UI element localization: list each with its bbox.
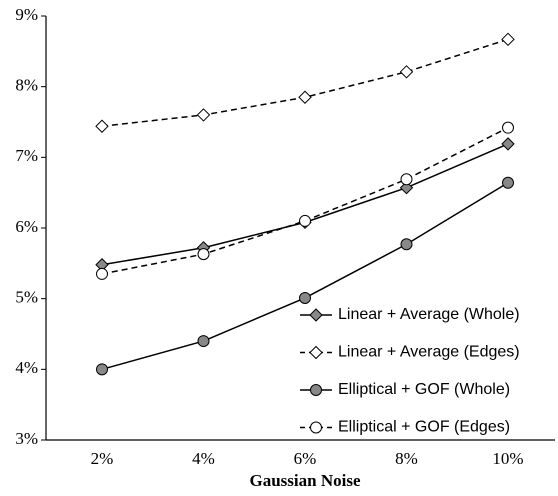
series-line bbox=[101, 38, 509, 127]
y-tick-label: 7% bbox=[15, 146, 38, 165]
legend-marker bbox=[310, 384, 322, 396]
y-tick-label: 3% bbox=[15, 429, 38, 448]
marker bbox=[96, 363, 108, 376]
marker bbox=[197, 248, 210, 261]
x-tick-label: 2% bbox=[91, 449, 114, 468]
series-line bbox=[101, 143, 509, 266]
legend-label: Linear + Average (Whole) bbox=[338, 306, 520, 323]
legend-marker bbox=[310, 421, 322, 434]
marker bbox=[197, 335, 210, 348]
marker bbox=[299, 214, 311, 227]
marker bbox=[501, 32, 515, 47]
series-line bbox=[101, 182, 509, 371]
legend-marker bbox=[309, 308, 323, 322]
marker bbox=[299, 291, 311, 304]
x-tick-label: 10% bbox=[492, 449, 523, 468]
y-tick-label: 6% bbox=[15, 217, 38, 236]
marker bbox=[298, 90, 312, 104]
marker bbox=[501, 137, 515, 151]
series-line bbox=[101, 126, 509, 275]
legend-label: Elliptical + GOF (Whole) bbox=[338, 381, 510, 398]
marker bbox=[96, 267, 108, 280]
y-tick-label: 9% bbox=[15, 5, 38, 24]
marker bbox=[399, 65, 414, 79]
legend-label: Elliptical + GOF (Edges) bbox=[338, 419, 510, 436]
legend-label: Linear + Average (Edges) bbox=[338, 344, 520, 361]
legend-marker bbox=[309, 345, 323, 360]
marker bbox=[400, 238, 413, 251]
marker bbox=[502, 176, 514, 189]
marker bbox=[196, 108, 211, 122]
x-axis-title: Gaussian Noise bbox=[250, 471, 361, 490]
x-tick-label: 6% bbox=[294, 449, 317, 468]
marker bbox=[399, 181, 414, 195]
y-tick-label: 5% bbox=[15, 288, 38, 307]
x-tick-label: 8% bbox=[395, 449, 418, 468]
x-tick-label: 4% bbox=[192, 449, 215, 468]
y-tick-label: 8% bbox=[15, 76, 38, 95]
marker bbox=[95, 119, 109, 133]
marker bbox=[400, 173, 413, 186]
y-tick-label: 4% bbox=[15, 358, 38, 377]
marker bbox=[502, 121, 514, 134]
